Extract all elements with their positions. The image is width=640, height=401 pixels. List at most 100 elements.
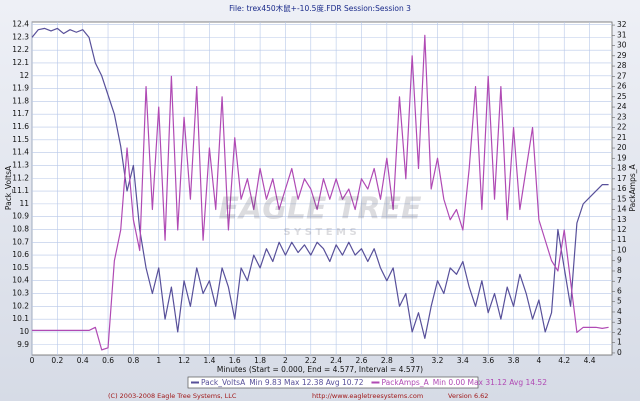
y2-tick-label: 21 [617,133,627,142]
y2-tick-label: 25 [617,92,627,101]
y-tick-label: 10.7 [12,237,29,246]
y-tick-label: 10.5 [12,263,29,272]
y2-tick-label: 32 [617,20,627,29]
chart-title: File: trex450木鼠+-10.5度.FDR Session:Sessi… [229,3,411,13]
x-tick-label: 2.4 [330,356,342,365]
y2-tick-label: 24 [617,102,627,111]
x-axis-title: Minutes (Start = 0.000, End = 4.577, Int… [217,365,423,374]
x-tick-label: 1 [156,356,161,365]
x-tick-label: 4.4 [584,356,596,365]
y2-tick-label: 22 [617,123,627,132]
y-tick-label: 12.1 [12,58,29,67]
x-tick-label: 3.2 [432,356,444,365]
y-tick-label: 10 [19,327,29,336]
y-tick-label: 11.9 [12,84,29,93]
y-tick-label: 10.8 [12,224,29,233]
y-tick-label: 11.4 [12,148,29,157]
y-tick-label: 12.3 [12,32,29,41]
x-tick-label: 0.6 [102,356,114,365]
y2-tick-label: 15 [617,194,627,203]
x-tick-label: 3.6 [482,356,494,365]
y2-tick-label: 1 [617,338,622,347]
y2-tick-label: 13 [617,215,627,224]
x-tick-label: 0.2 [51,356,63,365]
y2-tick-label: 29 [617,51,627,60]
y2-tick-label: 11 [617,235,627,244]
y2-tick-label: 23 [617,112,627,121]
x-tick-label: 2.2 [305,356,317,365]
series-line [32,34,609,351]
y-tick-label: 11.2 [12,173,29,182]
x-tick-label: 4 [536,356,541,365]
y-tick-label: 12.2 [12,45,29,54]
y2-tick-label: 12 [617,225,627,234]
x-tick-label: 3.4 [457,356,469,365]
footer-url: http://www.eagletreesystems.com [312,392,423,400]
y2-axis-title: PackAmps_A [628,164,637,212]
x-tick-label: 3.8 [508,356,520,365]
y-tick-label: 11.7 [12,109,29,118]
y-tick-label: 10.6 [12,250,29,259]
y2-tick-label: 19 [617,153,627,162]
y-tick-label: 10.4 [12,276,29,285]
y2-tick-label: 28 [617,61,627,70]
y2-tick-label: 3 [617,317,622,326]
y2-tick-label: 14 [617,205,627,214]
y2-tick-label: 9 [617,256,622,265]
y-tick-label: 10.3 [12,289,29,298]
y2-tick-label: 20 [617,143,627,152]
y2-tick-label: 17 [617,174,627,183]
x-tick-label: 0 [30,356,35,365]
y2-tick-label: 18 [617,164,627,173]
y-tick-label: 11.3 [12,160,29,169]
y-axis-title: Pack_VoltsA [4,165,13,210]
y2-tick-label: 6 [617,286,622,295]
x-tick-label: 1.4 [203,356,215,365]
y-tick-label: 12 [19,71,29,80]
y2-tick-label: 4 [617,307,622,316]
x-tick-label: 2.8 [381,356,393,365]
y-tick-label: 11 [19,199,29,208]
y2-tick-label: 8 [617,266,622,275]
legend-stats: Min 9.83 Max 12.38 Avg 10.72 [249,378,363,387]
x-tick-label: 1.6 [229,356,241,365]
y2-tick-label: 10 [617,245,627,254]
watermark: EAGLE TREE S Y S T E M S [219,192,422,239]
y2-tick-label: 2 [617,327,622,336]
y-tick-label: 9.9 [17,340,29,349]
legend-stats: Min 0.00 Max 31.12 Avg 14.52 [433,378,547,387]
watermark-text: EAGLE TREE [219,192,422,227]
legend-label: Pack_VoltsA [201,378,246,387]
x-tick-label: 4.2 [558,356,570,365]
y-tick-label: 10.9 [12,212,29,221]
x-tick-label: 2.6 [356,356,368,365]
y-tick-label: 11.6 [12,122,29,131]
x-tick-label: 0.8 [127,356,139,365]
y-tick-label: 11.5 [12,135,29,144]
legend-box [187,376,479,389]
y-tick-label: 11.1 [12,186,29,195]
y2-tick-label: 30 [617,41,627,50]
x-tick-label: 3 [410,356,415,365]
series-line [31,27,609,339]
footer-copyright: (C) 2003-2008 Eagle Tree Systems, LLC [108,392,237,400]
x-tick-label: 0.4 [77,356,89,365]
y2-tick-label: 31 [617,30,627,39]
y-tick-label: 12.4 [12,20,29,29]
x-tick-label: 2 [283,356,288,365]
y-tick-label: 10.2 [12,301,29,310]
y2-tick-label: 7 [617,276,622,285]
x-tick-label: 1.2 [178,356,190,365]
y-tick-label: 11.8 [12,96,29,105]
legend-label: PackAmps_A [381,378,429,387]
y2-tick-label: 27 [617,71,627,80]
footer-version: Version 6.62 [448,392,488,400]
y2-tick-label: 5 [617,297,622,306]
y2-tick-label: 26 [617,82,627,91]
y2-tick-label: 16 [617,184,627,193]
x-tick-label: 1.8 [254,356,266,365]
y-tick-label: 10.1 [12,314,29,323]
y2-tick-label: 0 [617,348,622,357]
watermark-text: S Y S T E M S [283,227,356,238]
